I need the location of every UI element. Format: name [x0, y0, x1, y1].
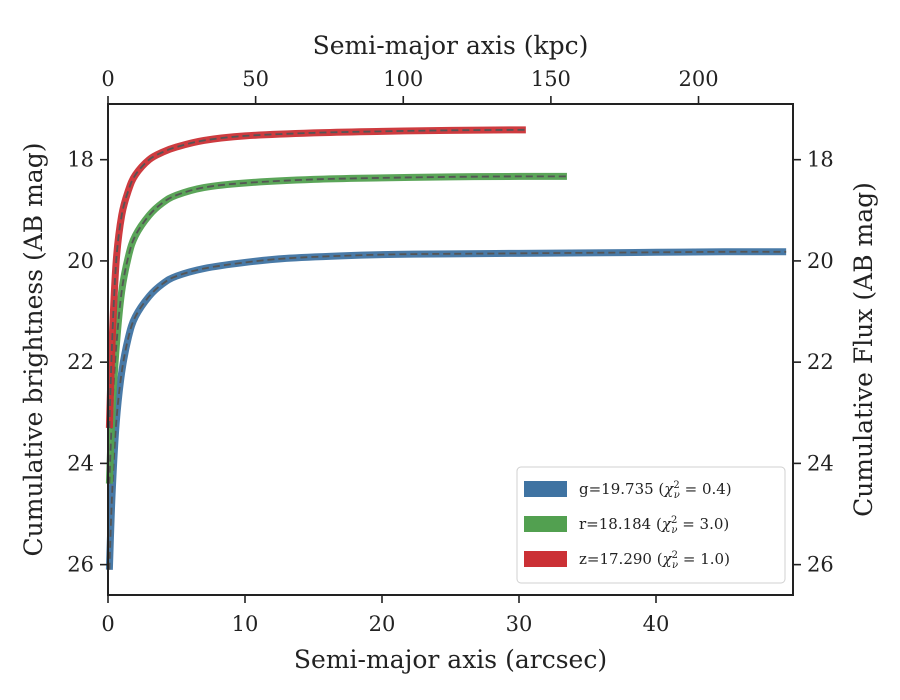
y-tick-label: 22: [67, 350, 94, 374]
y2-tick-label: 24: [807, 451, 834, 475]
y-axis-label: Cumulative brightness (AB mag): [19, 143, 48, 557]
x-axis-label: Semi-major axis (arcsec): [294, 645, 607, 674]
series-z-model-line: [108, 128, 526, 428]
legend-swatch-g: [524, 481, 567, 497]
x-tick-label: 20: [369, 612, 396, 636]
legend-box: [516, 466, 786, 584]
legend-label-g: g=19.735 (χ2 ν = 0.4): [579, 480, 732, 501]
x-tick-label: 30: [506, 612, 533, 636]
x2-tick-label: 0: [101, 67, 114, 91]
x2-tick-label: 100: [383, 67, 423, 91]
x2-axis-label: Semi-major axis (kpc): [313, 31, 589, 60]
legend-swatch-r: [524, 516, 567, 532]
y2-tick-label: 22: [807, 350, 834, 374]
series-g-model-line: [108, 250, 787, 570]
legend-swatch-z: [524, 551, 567, 567]
legend-label-z: z=17.290 (χ2 ν = 1.0): [579, 550, 730, 571]
legend-label-r: r=18.184 (χ2 ν = 3.0): [579, 515, 729, 536]
y2-tick-label: 20: [807, 249, 834, 273]
y2-tick-label: 18: [807, 148, 834, 172]
y-tick-label: 20: [67, 249, 94, 273]
y-tick-label: 18: [67, 148, 94, 172]
y2-tick-label: 26: [807, 553, 834, 577]
x-tick-label: 40: [643, 612, 670, 636]
x2-tick-label: 50: [242, 67, 269, 91]
y-tick-label: 26: [67, 553, 94, 577]
plot-frame: [107, 103, 794, 596]
series-r-band: [105, 172, 567, 484]
x-tick-label: 10: [232, 612, 259, 636]
y-tick-label: 24: [67, 451, 94, 475]
y2-axis-label: Cumulative Flux (AB mag): [849, 182, 878, 517]
x2-tick-label: 150: [531, 67, 571, 91]
x2-tick-label: 200: [678, 67, 718, 91]
x-tick-label: 0: [101, 612, 114, 636]
series-r-model-line: [108, 175, 567, 484]
